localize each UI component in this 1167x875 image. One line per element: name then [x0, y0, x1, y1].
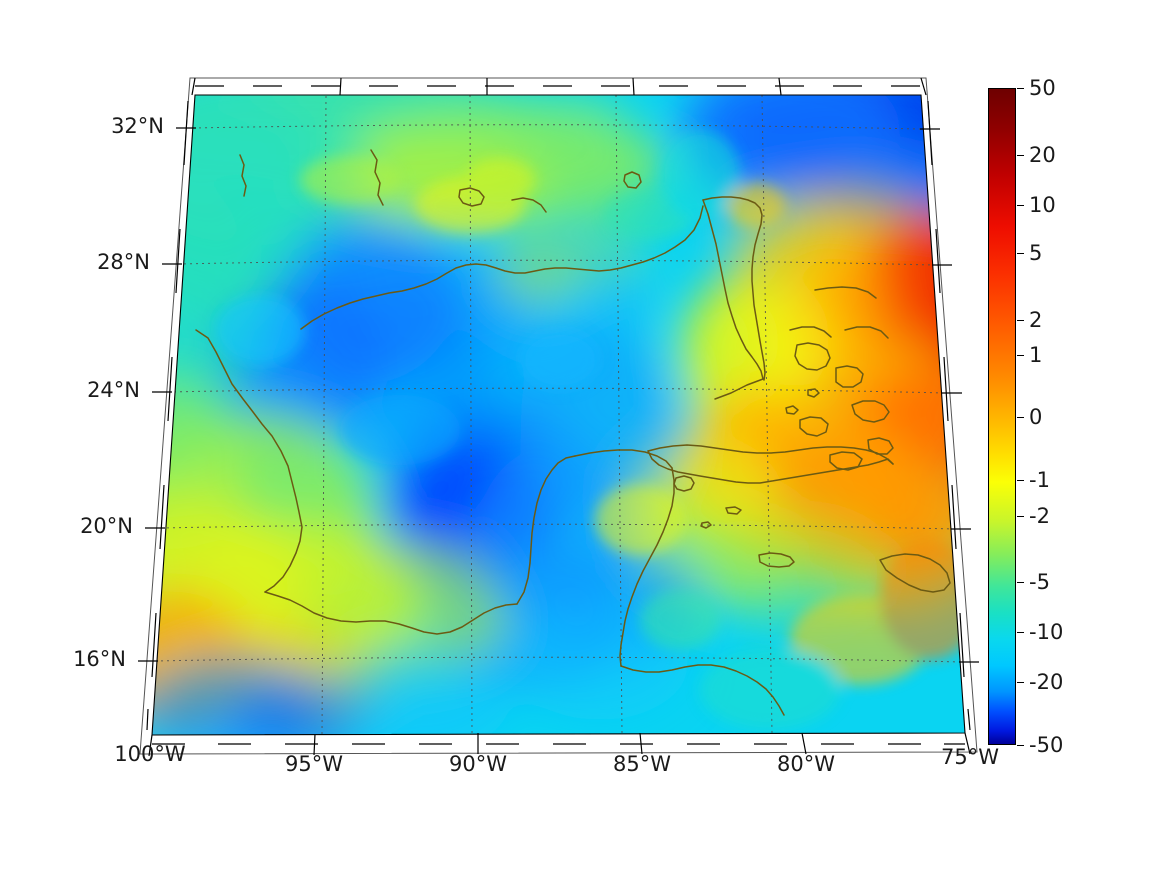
colorbar-label--10: -10	[1029, 620, 1064, 644]
colorbar-gradient[interactable]	[988, 88, 1016, 745]
colorbar-label-2: 2	[1029, 308, 1043, 332]
axes-frame	[138, 77, 979, 757]
colorbar-label-1: 1	[1029, 343, 1043, 367]
colorbar-tick-50	[1017, 88, 1024, 89]
colorbar-label-10: 10	[1029, 193, 1056, 217]
colorbar-tick-1	[1017, 355, 1024, 356]
colorbar-label--1: -1	[1029, 468, 1050, 492]
colorbar-label--20: -20	[1029, 670, 1064, 694]
colorbar-label--50: -50	[1029, 733, 1064, 757]
lat-tick-label-32N: 32°N	[111, 114, 164, 138]
colorbar-tick-10	[1017, 205, 1024, 206]
colorbar-tick--10	[1017, 632, 1024, 633]
coastline-overlay	[195, 149, 951, 716]
lon-tick-label-80W: 80°W	[777, 752, 835, 776]
lat-tick-label-28N: 28°N	[97, 250, 150, 274]
colorbar-tick--5	[1017, 582, 1024, 583]
colorbar-tick--20	[1017, 682, 1024, 683]
colorbar-label-20: 20	[1029, 143, 1056, 167]
colorbar-tick-5	[1017, 253, 1024, 254]
lon-tick-label-90W: 90°W	[449, 752, 507, 776]
lat-tick-label-24N: 24°N	[87, 378, 140, 402]
colorbar-tick-2	[1017, 320, 1024, 321]
colorbar-tick--50	[1017, 745, 1024, 746]
lon-tick-label-75W: 75°W	[941, 745, 999, 769]
lon-tick-label-85W: 85°W	[613, 752, 671, 776]
graticule-gridlines	[154, 95, 964, 735]
colorbar-tick--1	[1017, 480, 1024, 481]
colorbar-tick-20	[1017, 155, 1024, 156]
colorbar-tick-0	[1017, 417, 1024, 418]
lon-tick-label-100W: 100°W	[114, 742, 186, 766]
colorbar-label--2: -2	[1029, 504, 1050, 528]
colorbar-label-5: 5	[1029, 241, 1043, 265]
colorbar-label--5: -5	[1029, 570, 1050, 594]
lon-tick-label-95W: 95°W	[285, 752, 343, 776]
colorbar-label-50: 50	[1029, 76, 1056, 100]
data-field-raster	[152, 95, 965, 735]
lat-tick-label-20N: 20°N	[80, 514, 133, 538]
colorbar-tick--2	[1017, 516, 1024, 517]
colorbar-label-0: 0	[1029, 405, 1043, 429]
lat-tick-label-16N: 16°N	[73, 647, 126, 671]
